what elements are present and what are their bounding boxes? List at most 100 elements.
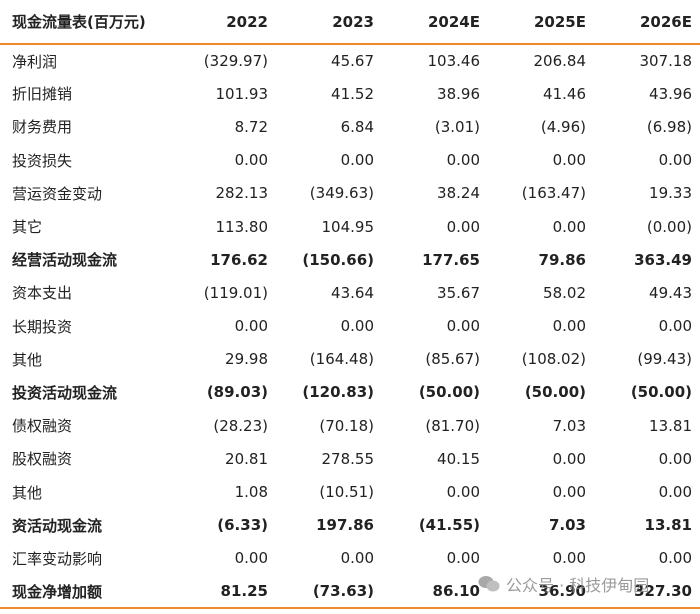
- table-row: 净利润 (329.97) 45.67 103.46 206.84 307.18: [0, 44, 700, 77]
- value-cell: (10.51): [319, 483, 374, 502]
- value-cell: (41.55): [418, 516, 480, 535]
- value-cell: 0.00: [446, 317, 480, 336]
- value-cell: 113.80: [215, 217, 269, 236]
- value-cell: 86.10: [382, 575, 488, 610]
- value-cell: 0.00: [658, 151, 692, 170]
- value-cell: 307.18: [639, 52, 693, 71]
- value-cell: 13.81: [649, 416, 692, 435]
- value-cell: 19.33: [649, 184, 692, 203]
- row-label: 其他: [12, 350, 43, 369]
- value-cell: 0.00: [552, 217, 586, 236]
- value-cell: (0.00): [646, 217, 692, 236]
- value-cell: 0.00: [340, 549, 374, 568]
- header-row: 现金流量表(百万元) 2022 2023 2024E 2025E 2026E: [0, 0, 700, 45]
- value-cell: 36.90: [488, 575, 594, 610]
- value-cell: 20.81: [225, 449, 268, 468]
- value-cell: 41.52: [331, 84, 374, 103]
- row-label: 长期投资: [12, 317, 73, 336]
- table-title: 现金流量表(百万元): [0, 0, 170, 45]
- value-cell: 0.00: [552, 549, 586, 568]
- value-cell: 45.67: [331, 52, 374, 71]
- value-cell: 41.46: [543, 84, 586, 103]
- value-cell: (50.00): [630, 383, 692, 402]
- watermark: 公众号 · 科技伊甸园: [478, 572, 649, 596]
- value-cell: 0.00: [446, 151, 480, 170]
- value-cell: (120.83): [302, 383, 374, 402]
- value-cell: 176.62: [210, 250, 268, 269]
- value-cell: (50.00): [524, 383, 586, 402]
- column-header: 2026E: [594, 0, 700, 45]
- value-cell: (108.02): [521, 350, 586, 369]
- row-label: 股权融资: [12, 450, 73, 469]
- value-cell: 29.98: [225, 350, 268, 369]
- value-cell: 0.00: [658, 483, 692, 502]
- value-cell: (3.01): [434, 117, 480, 136]
- value-cell: 49.43: [649, 283, 692, 302]
- value-cell: 7.03: [548, 516, 586, 535]
- table-row: 其它 113.80 104.95 0.00 0.00 (0.00): [0, 210, 700, 243]
- value-cell: 0.00: [658, 449, 692, 468]
- value-cell: (150.66): [302, 250, 374, 269]
- table-row: 债权融资 (28.23) (70.18) (81.70) 7.03 13.81: [0, 409, 700, 442]
- table-row: 汇率变动影响 0.00 0.00 0.00 0.00 0.00: [0, 542, 700, 575]
- value-cell: 58.02: [543, 283, 586, 302]
- column-header: 2022: [170, 0, 276, 45]
- value-cell: 38.96: [437, 84, 480, 103]
- value-cell: (28.23): [213, 416, 268, 435]
- table-row: 资本支出 (119.01) 43.64 35.67 58.02 49.43: [0, 276, 700, 309]
- row-label: 其它: [12, 218, 43, 237]
- value-cell: 0.00: [552, 317, 586, 336]
- value-cell: 177.65: [422, 250, 480, 269]
- value-cell: 282.13: [215, 184, 269, 203]
- value-cell: 13.81: [644, 516, 692, 535]
- watermark-text: 公众号 · 科技伊甸园: [506, 576, 650, 595]
- value-cell: 0.00: [446, 483, 480, 502]
- value-cell: 81.25: [170, 575, 276, 610]
- row-label: 财务费用: [12, 118, 73, 137]
- value-cell: (349.63): [309, 184, 374, 203]
- value-cell: 0.00: [658, 317, 692, 336]
- row-label: 其他: [12, 483, 43, 502]
- table-row: 投资损失 0.00 0.00 0.00 0.00 0.00: [0, 144, 700, 177]
- value-cell: (50.00): [418, 383, 480, 402]
- row-label: 净利润: [12, 52, 58, 71]
- value-cell: 197.86: [316, 516, 374, 535]
- value-cell: 363.49: [634, 250, 692, 269]
- value-cell: (6.98): [646, 117, 692, 136]
- value-cell: 38.24: [437, 184, 480, 203]
- value-cell: 43.96: [649, 84, 692, 103]
- table-row: 营运资金变动 282.13 (349.63) 38.24 (163.47) 19.33: [0, 177, 700, 210]
- value-cell: 101.93: [215, 84, 269, 103]
- row-label: 资本支出: [12, 284, 73, 303]
- column-header: 2024E: [382, 0, 488, 45]
- value-cell: 0.00: [552, 483, 586, 502]
- table-row: 现金净增加额 81.25 (73.63) 86.10 36.90 327.30: [0, 575, 700, 610]
- table-row: 其他 29.98 (164.48) (85.67) (108.02) (99.43): [0, 343, 700, 376]
- value-cell: (4.96): [540, 117, 586, 136]
- value-cell: 0.00: [552, 151, 586, 170]
- value-cell: 7.03: [552, 416, 586, 435]
- row-label: 汇率变动影响: [12, 549, 103, 568]
- value-cell: 1.08: [234, 483, 268, 502]
- table-row: 投资活动现金流 (89.03) (120.83) (50.00) (50.00) (50.…: [0, 376, 700, 409]
- value-cell: 327.30: [594, 575, 700, 610]
- value-cell: 0.00: [552, 449, 586, 468]
- value-cell: 40.15: [437, 449, 480, 468]
- value-cell: 0.00: [658, 549, 692, 568]
- value-cell: (164.48): [309, 350, 374, 369]
- value-cell: 278.55: [321, 449, 375, 468]
- table-body: 净利润 (329.97) 45.67 103.46 206.84 307.18 折旧摊销 10…: [0, 44, 700, 610]
- value-cell: 103.46: [427, 52, 481, 71]
- value-cell: (85.67): [425, 350, 480, 369]
- row-label: 债权融资: [12, 417, 73, 436]
- value-cell: 0.00: [340, 317, 374, 336]
- value-cell: (81.70): [425, 416, 480, 435]
- value-cell: 0.00: [234, 549, 268, 568]
- value-cell: (329.97): [203, 52, 268, 71]
- table-row: 资活动现金流 (6.33) 197.86 (41.55) 7.03 13.81: [0, 509, 700, 542]
- value-cell: (89.03): [206, 383, 268, 402]
- row-label: 营运资金变动: [12, 184, 103, 203]
- value-cell: 0.00: [234, 317, 268, 336]
